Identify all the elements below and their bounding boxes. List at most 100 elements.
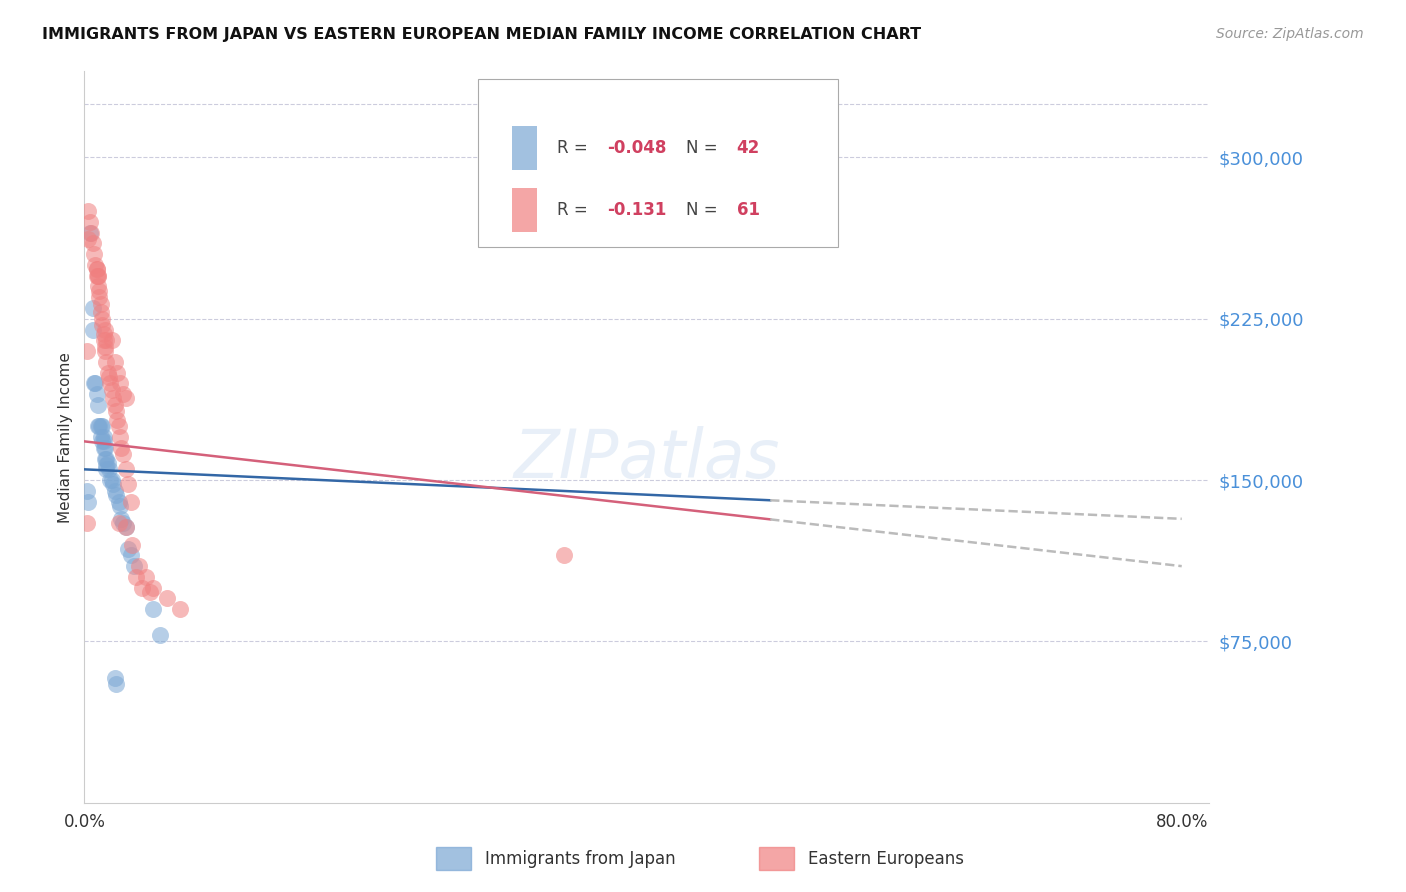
Point [84, 376, 107, 391]
Point [111, 516, 134, 530]
Text: -0.131: -0.131 [607, 202, 666, 219]
Point [108, 430, 131, 444]
Point [83, 376, 105, 391]
Point [101, 392, 124, 406]
Point [90, 419, 112, 434]
Point [76, 344, 98, 359]
Point [94, 340, 117, 354]
Point [94, 451, 117, 466]
Point [103, 398, 125, 412]
Point [553, 549, 575, 563]
Point [156, 591, 179, 606]
Point [169, 602, 191, 616]
Point [107, 494, 129, 508]
Text: 61: 61 [737, 202, 759, 219]
Point [135, 570, 157, 584]
Point [101, 477, 124, 491]
Point [114, 462, 136, 476]
Point [91, 311, 114, 326]
Point [91, 318, 114, 333]
Point [93, 326, 115, 341]
Point [122, 559, 145, 574]
Point [79, 215, 101, 229]
Point [121, 538, 143, 552]
Point [97, 366, 120, 380]
Point [120, 549, 142, 563]
Text: 42: 42 [737, 139, 761, 157]
Point [105, 413, 128, 427]
Text: -0.048: -0.048 [607, 139, 666, 157]
Point [96, 451, 118, 466]
Point [108, 499, 131, 513]
Point [82, 322, 104, 336]
Text: N =: N = [686, 139, 723, 157]
Point [87, 268, 110, 283]
Point [114, 392, 136, 406]
Point [104, 677, 127, 691]
Point [149, 628, 172, 642]
Point [86, 387, 108, 401]
Point [93, 434, 115, 449]
Point [98, 369, 121, 384]
Point [89, 290, 111, 304]
FancyBboxPatch shape [478, 78, 838, 247]
Text: ZIPatlas: ZIPatlas [513, 426, 780, 492]
Point [86, 262, 108, 277]
Point [111, 387, 134, 401]
Point [79, 226, 101, 240]
Point [96, 355, 118, 369]
Point [107, 516, 129, 530]
Point [89, 284, 111, 298]
Point [82, 301, 104, 315]
Point [103, 671, 125, 685]
Point [103, 355, 125, 369]
Point [94, 441, 117, 455]
Point [114, 520, 136, 534]
Point [125, 570, 148, 584]
Point [93, 441, 115, 455]
Point [94, 322, 117, 336]
Point [101, 383, 124, 397]
Point [100, 376, 122, 391]
Point [128, 559, 150, 574]
Point [87, 279, 110, 293]
Text: Source: ZipAtlas.com: Source: ZipAtlas.com [1216, 27, 1364, 41]
Point [108, 376, 131, 391]
Point [114, 520, 136, 534]
Text: Immigrants from Japan: Immigrants from Japan [485, 850, 676, 868]
Point [104, 488, 127, 502]
Point [86, 268, 108, 283]
Point [142, 602, 165, 616]
Point [110, 512, 132, 526]
Point [93, 333, 115, 347]
Point [87, 419, 110, 434]
Point [97, 456, 120, 470]
Point [91, 419, 114, 434]
Point [77, 204, 100, 219]
Text: IMMIGRANTS FROM JAPAN VS EASTERN EUROPEAN MEDIAN FAMILY INCOME CORRELATION CHART: IMMIGRANTS FROM JAPAN VS EASTERN EUROPEA… [42, 27, 921, 42]
Text: R =: R = [557, 202, 598, 219]
Point [89, 419, 111, 434]
Text: Eastern Europeans: Eastern Europeans [808, 850, 965, 868]
Point [120, 494, 142, 508]
Point [117, 477, 139, 491]
Point [94, 344, 117, 359]
Point [76, 483, 98, 498]
Point [87, 268, 110, 283]
Point [107, 419, 129, 434]
Point [90, 430, 112, 444]
Point [93, 430, 115, 444]
Point [90, 296, 112, 310]
Point [103, 483, 125, 498]
Point [98, 462, 121, 476]
Point [104, 404, 127, 418]
Point [90, 305, 112, 319]
Point [82, 236, 104, 251]
Text: N =: N = [686, 202, 723, 219]
Point [96, 458, 118, 472]
Point [77, 494, 100, 508]
Point [80, 226, 103, 240]
Point [96, 333, 118, 347]
Point [131, 581, 153, 595]
Point [105, 366, 128, 380]
